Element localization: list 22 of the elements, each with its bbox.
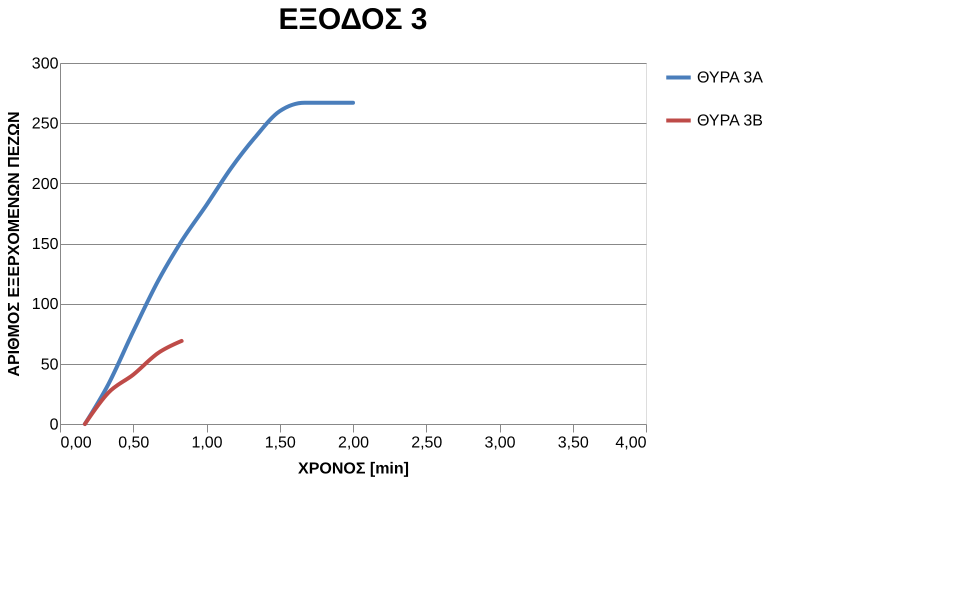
x-tick-label: 0,50 <box>118 434 150 452</box>
legend-label: ΘΥΡΑ 3Β <box>697 112 763 130</box>
x-axis-title: ΧΡΟΝΟΣ [min] <box>298 460 409 478</box>
x-tick-label: 3,00 <box>484 434 516 452</box>
legend-label: ΘΥΡΑ 3Α <box>697 70 764 86</box>
y-tick-label: 50 <box>40 356 59 374</box>
x-tick-label: 2,00 <box>338 434 370 452</box>
x-tick-label: 3,50 <box>558 434 589 452</box>
y-tick-label: 200 <box>32 176 59 193</box>
y-tick-label: 300 <box>32 56 59 72</box>
y-tick-label: 150 <box>32 236 59 253</box>
y-tick-label: 250 <box>32 116 59 133</box>
y-tick-label: 100 <box>32 296 59 314</box>
line-series <box>82 338 184 426</box>
x-tick-label: 1,50 <box>264 434 296 452</box>
x-tick-label: 0,00 <box>60 434 92 452</box>
x-tick-label: 1,00 <box>191 434 223 452</box>
y-tick-label: 0 <box>50 416 59 434</box>
chart-title: ΕΞΟΔΟΣ 3 <box>278 3 428 36</box>
x-tick-label: 2,50 <box>411 434 442 452</box>
y-axis-title: ΑΡΙΘΜΟΣ ΕΞΕΡΧΟΜΕΝΩΝ ΠΕΖΩΝ <box>6 111 23 377</box>
x-tick-label: 4,00 <box>615 434 647 452</box>
